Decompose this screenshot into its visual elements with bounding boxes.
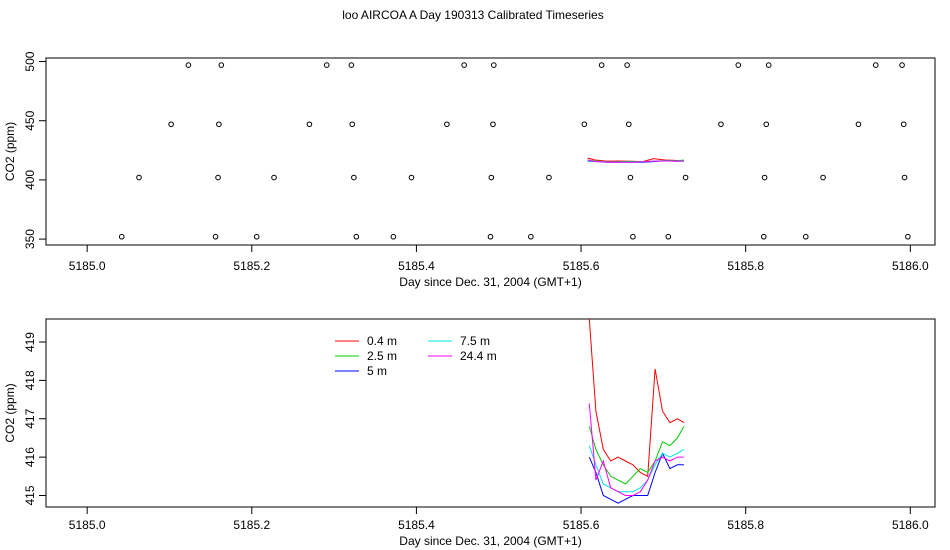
data-point [215,174,221,181]
data-point [760,233,767,240]
data-point [461,62,467,68]
y-tick-label: 419 [23,332,37,352]
x-tick-label: 5185.4 [398,518,435,532]
data-point [408,174,415,181]
data-point [905,233,911,240]
x-tick-label: 5185.0 [69,259,106,273]
data-point [761,174,768,181]
x-tick-label: 5186.0 [892,518,929,532]
data-point [390,233,397,240]
x-tick-label: 5185.8 [727,518,764,532]
legend-label: 7.5 m [460,334,490,348]
data-point [735,62,742,68]
data-point [718,121,724,128]
series-line-2 [588,426,685,485]
series-line-4 [588,445,685,493]
legend-label: 5 m [367,364,387,378]
chart-title: loo AIRCOA A Day 190313 Calibrated Times… [342,8,603,22]
y-tick-label: 500 [23,51,37,71]
x-tick-label: 5186.0 [892,259,929,273]
data-point [765,62,772,68]
data-point [323,62,330,68]
data-point [528,233,534,240]
y-tick-label: 418 [23,370,37,390]
data-point [216,121,222,128]
series-line-5 [588,403,684,496]
plot-frame [45,57,936,246]
legend-label: 2.5 m [367,349,397,363]
data-point [900,121,907,128]
data-point [218,62,225,68]
y-tick-label: 415 [23,485,37,505]
y-tick-label: 450 [23,110,37,130]
data-point [351,174,357,181]
x-tick-label: 5185.8 [727,259,764,273]
data-point [444,121,450,128]
data-point [253,233,260,240]
data-point [682,174,689,181]
data-point [136,174,142,181]
y-axis-label: CO2 (ppm) [3,383,17,442]
plot-frame [45,318,936,508]
y-tick-label: 416 [23,447,37,467]
data-point [353,233,360,240]
x-tick-label: 5185.0 [69,518,106,532]
data-point [855,121,862,128]
series-line-5 [587,159,684,163]
data-point [598,62,605,68]
data-point [490,62,497,68]
data-point [899,62,905,68]
data-point [348,62,355,68]
data-point [271,174,277,181]
data-point [490,121,496,128]
data-point [820,174,826,181]
chart-panel-2: 5185.0 5185.2 5185.4 5185.6 5185.8 5186.0 415 4… [3,318,936,548]
data-point [763,121,770,128]
data-point [168,121,174,128]
y-tick-label: 400 [23,170,37,190]
x-tick-label: 5185.6 [563,259,600,273]
data-point [630,233,636,240]
legend: 0.4 m2.5 m5 m 7.5 m24.4 m [335,334,497,378]
legend-label: 0.4 m [367,334,397,348]
x-axis-label: Day since Dec. 31, 2004 (GMT+1) [399,534,581,548]
x-axis-label: Day since Dec. 31, 2004 (GMT+1) [399,275,581,289]
data-point [581,121,588,128]
data-point [349,121,356,128]
y-axis-label: CO2 (ppm) [3,122,17,181]
data-point [665,233,672,240]
data-point [212,233,219,240]
x-tick-label: 5185.4 [398,259,435,273]
x-tick-label: 5185.2 [233,259,270,273]
x-tick-label: 5185.2 [233,518,270,532]
data-point [306,121,313,128]
data-point [627,174,634,181]
data-point [487,233,494,240]
data-point [118,233,125,240]
x-tick-label: 5185.6 [563,518,600,532]
data-point [872,62,879,68]
data-point [185,62,192,68]
data-point [546,174,552,181]
data-point [802,233,809,240]
data-point [624,62,630,68]
data-point [488,174,495,181]
series-line-1 [588,319,685,478]
data-point [901,174,908,181]
series-line-3 [588,452,684,504]
y-tick-label: 350 [23,229,37,249]
y-tick-label: 417 [23,408,37,428]
chart-panel-1: 5185.0 5185.2 5185.4 5185.6 5185.8 5186.0 350 4… [3,51,936,289]
legend-label: 24.4 m [460,349,497,363]
data-point [625,121,632,128]
